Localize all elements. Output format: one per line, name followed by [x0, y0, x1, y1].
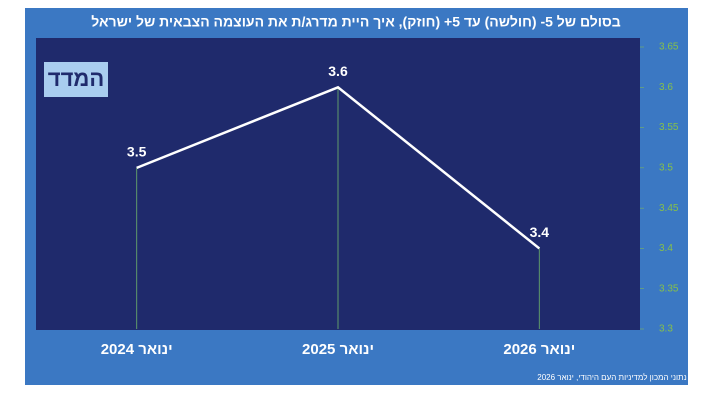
y-tick-label: 3.4: [659, 243, 673, 254]
footnote: נתוני המכון למדיניות העם היהודי, ינואר 2…: [537, 373, 686, 382]
data-label: 3.4: [530, 224, 550, 240]
data-label: 3.6: [328, 63, 348, 79]
y-tick-label: 3.6: [659, 82, 673, 93]
y-tick-label: 3.65: [659, 42, 679, 53]
y-tick-label: 3.55: [659, 122, 679, 133]
y-tick-label: 3.45: [659, 203, 679, 214]
x-tick-label: ינואר 2026: [503, 341, 575, 358]
chart-title: בסולם של 5- (חולשה) עד 5+ (חוזק), איך הי…: [91, 14, 621, 30]
data-label: 3.5: [127, 144, 147, 160]
y-tick-label: 3.5: [659, 162, 673, 173]
line: [136, 85, 541, 250]
y-tick-label: 3.35: [659, 283, 679, 294]
logo: המדד: [48, 66, 104, 91]
x-tick-label: ינואר 2024: [101, 341, 173, 358]
y-tick-label: 3.3: [659, 324, 673, 335]
x-tick-label: ינואר 2025: [302, 341, 374, 358]
logo-box: [44, 62, 108, 97]
